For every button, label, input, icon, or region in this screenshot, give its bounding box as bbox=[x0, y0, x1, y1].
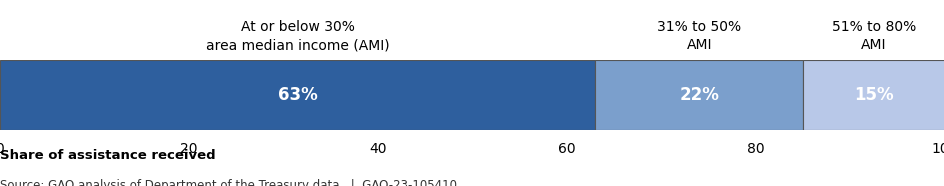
Text: 63%: 63% bbox=[278, 86, 317, 104]
Text: 22%: 22% bbox=[679, 86, 718, 104]
Text: At or below 30%
area median income (AMI): At or below 30% area median income (AMI) bbox=[206, 20, 389, 52]
Text: 31% to 50%
AMI: 31% to 50% AMI bbox=[656, 20, 741, 52]
Bar bbox=[595, 60, 802, 130]
Bar bbox=[802, 60, 944, 130]
Text: 51% to 80%
AMI: 51% to 80% AMI bbox=[831, 20, 916, 52]
Text: Source: GAO analysis of Department of the Treasury data.  |  GAO-23-105410: Source: GAO analysis of Department of th… bbox=[0, 179, 457, 186]
Bar bbox=[0, 60, 595, 130]
Text: Share of assistance received: Share of assistance received bbox=[0, 149, 215, 162]
Text: 15%: 15% bbox=[853, 86, 893, 104]
